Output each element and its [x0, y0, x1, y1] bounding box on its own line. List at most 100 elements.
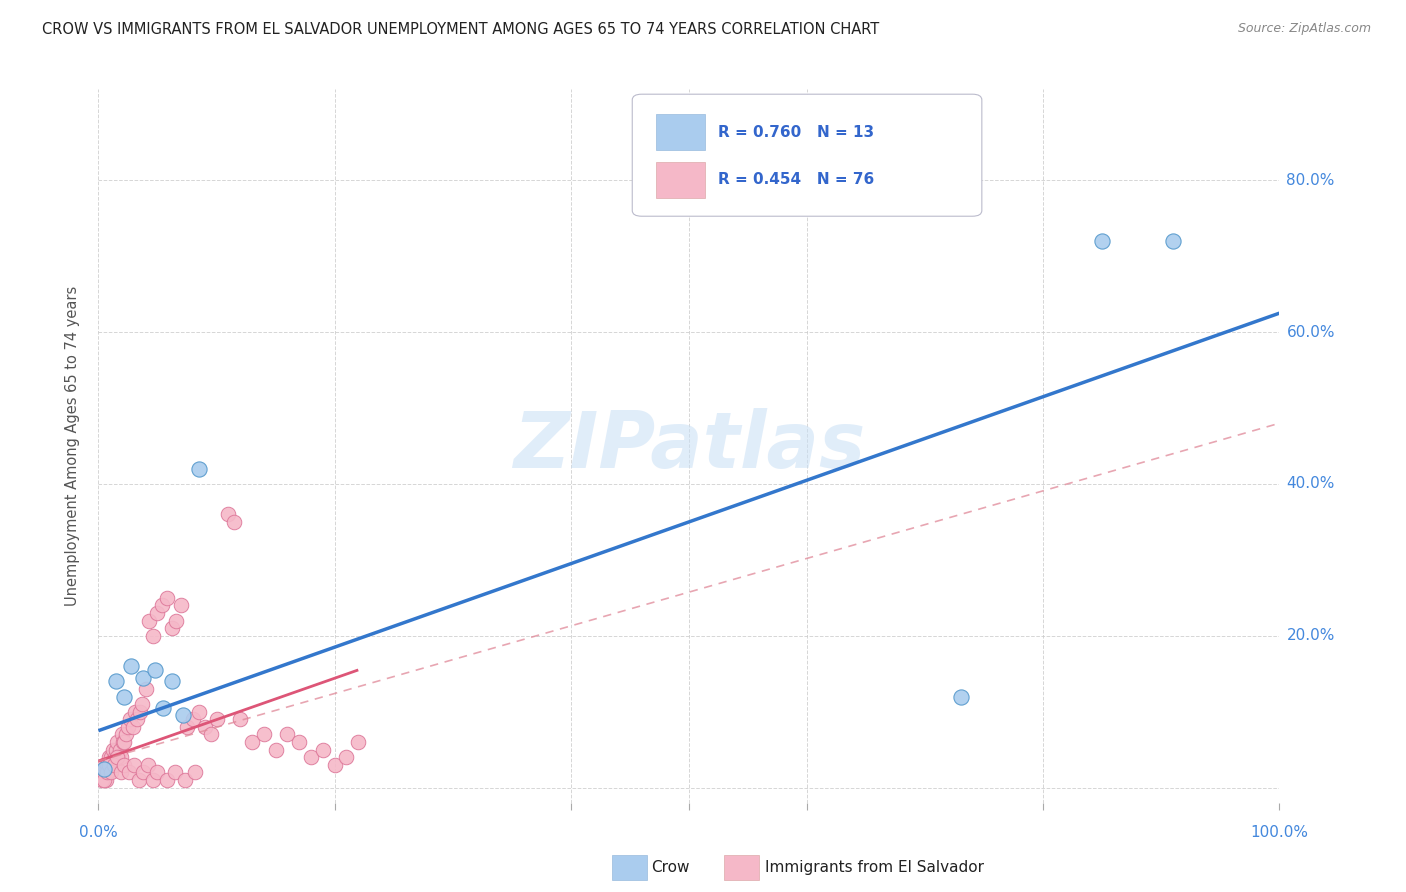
- Point: [156, 591, 179, 605]
- Point: [165, 614, 187, 628]
- Point: [142, 629, 165, 643]
- Point: [105, 735, 128, 749]
- Point: [94, 772, 117, 787]
- Point: [323, 757, 346, 772]
- Point: [181, 712, 204, 726]
- Point: [93, 757, 115, 772]
- Point: [152, 701, 174, 715]
- Point: [121, 720, 143, 734]
- Point: [103, 757, 125, 772]
- Point: [104, 750, 127, 764]
- Point: [96, 757, 118, 772]
- Point: [949, 690, 972, 704]
- Point: [98, 750, 121, 764]
- Point: [121, 659, 143, 673]
- Point: [160, 621, 183, 635]
- Point: [100, 750, 122, 764]
- Point: [91, 772, 114, 787]
- Point: [120, 712, 142, 726]
- Point: [98, 757, 121, 772]
- Point: [105, 674, 128, 689]
- Point: [184, 765, 207, 780]
- Text: 40.0%: 40.0%: [1286, 476, 1334, 491]
- Point: [347, 735, 370, 749]
- Text: 0.0%: 0.0%: [79, 825, 118, 840]
- Point: [1161, 234, 1184, 248]
- Point: [224, 515, 246, 529]
- Point: [110, 765, 132, 780]
- Text: R = 0.454   N = 76: R = 0.454 N = 76: [718, 172, 875, 187]
- Point: [312, 742, 335, 756]
- Point: [142, 772, 165, 787]
- Point: [108, 742, 131, 756]
- Point: [128, 705, 150, 719]
- Point: [176, 720, 198, 734]
- FancyBboxPatch shape: [633, 95, 981, 216]
- Point: [128, 772, 150, 787]
- Point: [288, 735, 311, 749]
- Point: [156, 772, 179, 787]
- Point: [160, 674, 183, 689]
- Y-axis label: Unemployment Among Ages 65 to 74 years: Unemployment Among Ages 65 to 74 years: [65, 285, 80, 607]
- Point: [112, 735, 135, 749]
- Point: [93, 762, 115, 776]
- Point: [143, 663, 166, 677]
- Point: [253, 727, 276, 741]
- Point: [110, 750, 132, 764]
- Point: [111, 727, 134, 741]
- Point: [165, 765, 187, 780]
- Point: [187, 705, 209, 719]
- Point: [264, 742, 287, 756]
- Point: [132, 671, 155, 685]
- Point: [132, 765, 155, 780]
- Point: [146, 765, 169, 780]
- Point: [217, 508, 239, 522]
- Point: [98, 757, 121, 772]
- Point: [187, 462, 209, 476]
- Point: [117, 720, 139, 734]
- Point: [194, 720, 217, 734]
- Point: [138, 614, 160, 628]
- Point: [101, 742, 124, 756]
- Point: [299, 750, 322, 764]
- Point: [124, 705, 146, 719]
- Point: [100, 765, 122, 780]
- Text: R = 0.760   N = 13: R = 0.760 N = 13: [718, 125, 875, 139]
- Point: [335, 750, 357, 764]
- Point: [205, 712, 228, 726]
- Point: [136, 757, 159, 772]
- Point: [112, 757, 135, 772]
- Text: Crow: Crow: [651, 861, 689, 875]
- Text: Source: ZipAtlas.com: Source: ZipAtlas.com: [1237, 22, 1371, 36]
- FancyBboxPatch shape: [655, 114, 706, 150]
- Point: [276, 727, 298, 741]
- Text: 80.0%: 80.0%: [1286, 173, 1334, 188]
- Point: [229, 712, 252, 726]
- Text: 20.0%: 20.0%: [1286, 628, 1334, 643]
- Text: 100.0%: 100.0%: [1250, 825, 1309, 840]
- Point: [150, 599, 173, 613]
- Point: [91, 765, 114, 780]
- Point: [173, 772, 195, 787]
- Point: [105, 750, 128, 764]
- Point: [107, 750, 129, 764]
- Point: [112, 735, 135, 749]
- Point: [240, 735, 263, 749]
- Point: [127, 712, 149, 726]
- Point: [105, 742, 128, 756]
- Point: [146, 606, 169, 620]
- Point: [96, 765, 118, 780]
- Text: ZIPatlas: ZIPatlas: [513, 408, 865, 484]
- Point: [112, 690, 135, 704]
- Point: [170, 599, 193, 613]
- Point: [118, 765, 141, 780]
- Point: [200, 727, 222, 741]
- Point: [93, 772, 115, 787]
- Point: [135, 681, 157, 696]
- FancyBboxPatch shape: [655, 162, 706, 198]
- Point: [97, 765, 120, 780]
- Point: [172, 708, 194, 723]
- Text: 60.0%: 60.0%: [1286, 325, 1334, 340]
- Point: [1091, 234, 1114, 248]
- Point: [114, 727, 136, 741]
